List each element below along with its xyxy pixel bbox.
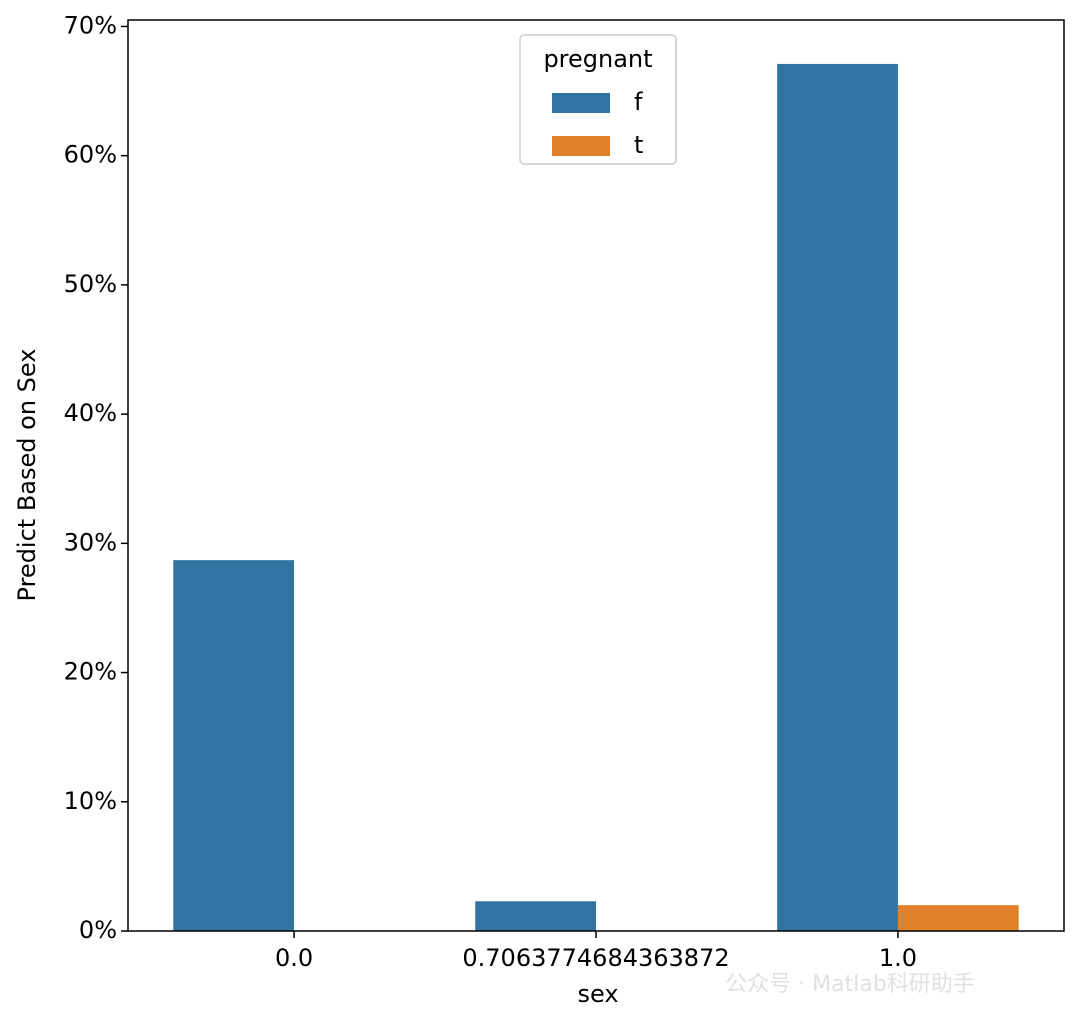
y-tick-label: 30% <box>64 528 117 556</box>
plot-frame <box>127 19 1065 932</box>
x-axis-label: sex <box>577 980 618 1008</box>
y-tick-label: 70% <box>64 11 117 39</box>
bar <box>897 905 1019 931</box>
bar <box>173 560 295 931</box>
bar <box>475 901 596 931</box>
y-tick-label: 40% <box>64 399 117 427</box>
legend-swatch <box>552 93 610 113</box>
y-tick-label: 60% <box>64 141 117 169</box>
y-tick-label: 50% <box>64 270 117 298</box>
legend-swatch <box>552 136 610 156</box>
y-tick-label: 10% <box>64 787 117 815</box>
x-tick-label: 0.0 <box>275 944 313 972</box>
y-tick-label: 20% <box>64 658 117 686</box>
y-tick-label: 0% <box>79 916 117 944</box>
legend-label: t <box>634 131 643 159</box>
bar <box>777 63 898 931</box>
y-axis-label: Predict Based on Sex <box>13 349 41 602</box>
legend-label: f <box>634 88 643 116</box>
legend-title: pregnant <box>543 45 652 73</box>
x-tick-label: 0.7063774684363872 <box>462 944 729 972</box>
x-tick-label: 1.0 <box>879 944 917 972</box>
watermark: 公众号 · Matlab科研助手 <box>725 972 975 997</box>
